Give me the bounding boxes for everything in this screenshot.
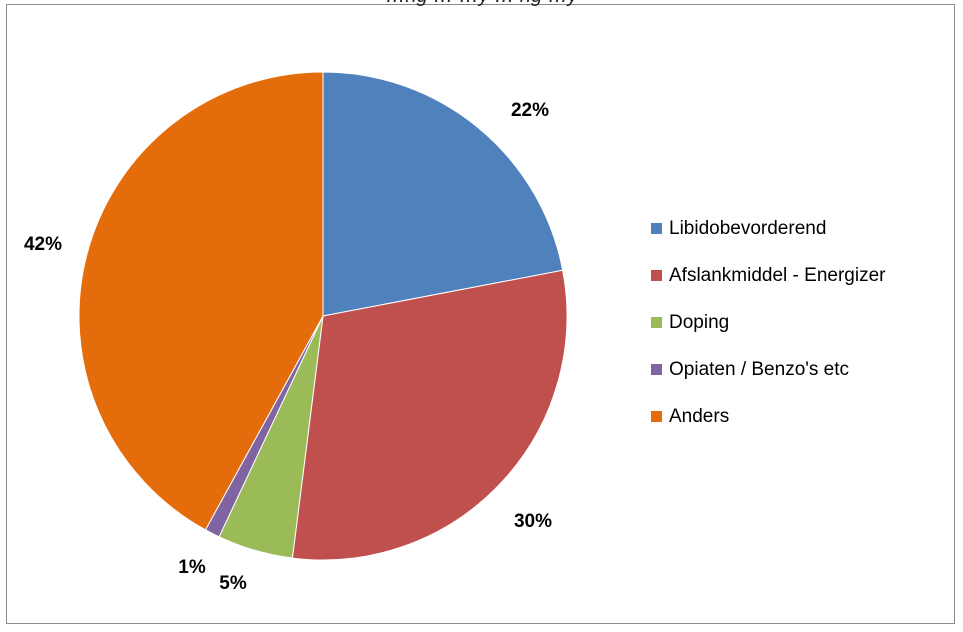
pie-slice-anders [78,71,324,531]
legend-item: Anders [651,393,885,440]
legend-label: Afslankmiddel - Energizer [669,264,886,286]
legend-label: Opiaten / Benzo's etc [669,358,850,380]
legend-label: Doping [669,311,730,333]
pie-slice-libidobevorderend [322,71,564,317]
chart-title: …ng … …y … ng …y [0,0,963,8]
data-label: 1% [178,557,206,578]
legend-item: Doping [651,299,885,346]
legend-swatch [651,317,662,328]
legend-item: Afslankmiddel - Energizer [651,252,885,299]
pie-slice-afslankmiddel-energizer [291,269,568,561]
legend-item: Libidobevorderend [651,205,885,252]
legend-swatch [651,364,662,375]
data-label: 5% [219,573,247,594]
data-label: 42% [24,234,62,255]
legend-label: Anders [669,405,730,427]
legend-swatch [651,411,662,422]
pie-data-labels: 22% 30% 5% 1% 42% [24,100,552,594]
chart-legend: Libidobevorderend Afslankmiddel - Energiz… [651,205,885,440]
data-label: 22% [511,100,549,121]
legend-label: Libidobevorderend [669,217,827,239]
data-label: 30% [514,511,552,532]
legend-swatch [651,223,662,234]
pie-slices [78,71,568,561]
legend-swatch [651,270,662,281]
legend-item: Opiaten / Benzo's etc [651,346,885,393]
